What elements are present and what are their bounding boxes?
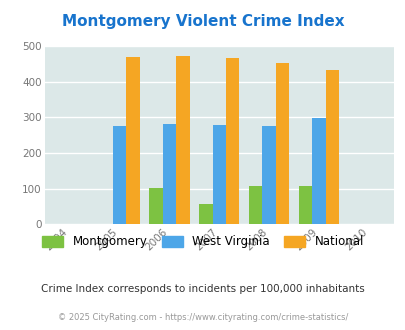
- Text: Crime Index corresponds to incidents per 100,000 inhabitants: Crime Index corresponds to incidents per…: [41, 284, 364, 294]
- Bar: [248, 186, 262, 224]
- Bar: [113, 126, 126, 224]
- Legend: Montgomery, West Virginia, National: Montgomery, West Virginia, National: [37, 231, 368, 253]
- Bar: [262, 126, 275, 224]
- Bar: [176, 56, 189, 224]
- Bar: [311, 118, 325, 224]
- Bar: [149, 188, 162, 224]
- Bar: [325, 70, 338, 224]
- Bar: [275, 63, 289, 224]
- Text: Montgomery Violent Crime Index: Montgomery Violent Crime Index: [62, 14, 343, 29]
- Bar: [298, 186, 311, 224]
- Text: © 2025 CityRating.com - https://www.cityrating.com/crime-statistics/: © 2025 CityRating.com - https://www.city…: [58, 313, 347, 322]
- Bar: [212, 125, 226, 224]
- Bar: [198, 204, 212, 224]
- Bar: [126, 57, 139, 224]
- Bar: [226, 58, 239, 224]
- Bar: [162, 124, 176, 224]
